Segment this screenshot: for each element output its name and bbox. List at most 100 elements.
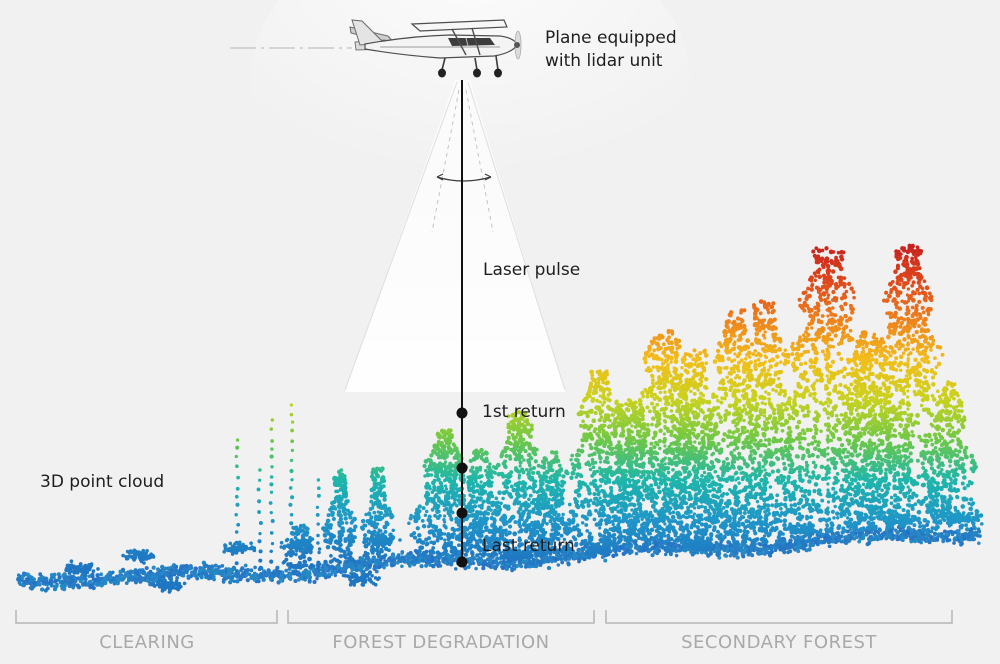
point — [700, 548, 704, 552]
point — [334, 480, 338, 484]
point — [270, 439, 274, 443]
point — [372, 521, 377, 526]
point — [316, 506, 319, 509]
point — [432, 533, 436, 537]
point — [454, 517, 458, 521]
point — [451, 554, 455, 558]
point — [235, 530, 239, 534]
point — [519, 464, 522, 467]
point — [878, 528, 882, 532]
point — [290, 551, 295, 556]
point — [79, 562, 83, 566]
point — [497, 505, 501, 509]
point — [40, 587, 44, 591]
point — [385, 537, 389, 541]
point — [338, 569, 342, 573]
point — [715, 552, 719, 556]
point — [238, 547, 242, 551]
point — [524, 430, 528, 434]
point — [376, 546, 379, 549]
point — [433, 479, 437, 483]
point — [650, 553, 654, 557]
point — [387, 548, 391, 552]
point — [723, 553, 727, 557]
point — [457, 494, 462, 499]
point — [443, 490, 446, 493]
point — [896, 536, 900, 540]
point — [240, 573, 244, 577]
point — [389, 538, 394, 543]
point — [479, 468, 482, 471]
point — [506, 562, 510, 566]
point — [445, 526, 448, 529]
point — [382, 497, 386, 501]
point — [326, 526, 329, 529]
point — [129, 555, 133, 559]
point — [473, 504, 477, 508]
point — [138, 575, 141, 578]
point — [457, 543, 461, 547]
point — [522, 495, 526, 499]
point — [874, 534, 878, 538]
point — [404, 555, 407, 558]
point — [78, 569, 82, 573]
point — [973, 533, 976, 536]
point — [151, 575, 155, 579]
point — [497, 490, 502, 495]
point — [236, 523, 240, 527]
point — [945, 539, 949, 543]
point — [503, 459, 507, 463]
point — [326, 545, 330, 549]
point — [444, 438, 448, 442]
point — [175, 569, 179, 573]
point — [494, 531, 497, 534]
point — [193, 574, 196, 577]
point — [396, 561, 400, 565]
point — [444, 454, 447, 457]
point — [665, 550, 669, 554]
point — [455, 447, 459, 451]
point — [917, 532, 921, 536]
point — [258, 468, 262, 472]
point — [651, 546, 655, 550]
point — [290, 539, 295, 544]
point — [851, 533, 855, 537]
point — [145, 549, 149, 553]
point — [293, 579, 297, 583]
point — [822, 540, 826, 544]
point — [412, 531, 416, 535]
point — [531, 471, 535, 475]
point — [418, 550, 422, 554]
point — [421, 558, 425, 562]
point — [292, 526, 296, 530]
point — [463, 526, 468, 531]
point — [391, 554, 395, 558]
point — [302, 560, 307, 565]
point — [929, 536, 933, 540]
point — [645, 548, 649, 552]
point — [316, 534, 320, 538]
point — [227, 547, 231, 551]
point — [576, 552, 580, 556]
point — [691, 552, 695, 556]
point — [428, 464, 432, 468]
point — [450, 541, 454, 545]
point — [368, 521, 372, 525]
point — [557, 563, 560, 566]
point — [517, 424, 521, 428]
point — [463, 532, 467, 536]
point — [366, 552, 370, 556]
point — [271, 519, 275, 523]
point — [362, 583, 366, 587]
point — [527, 461, 531, 465]
point — [452, 501, 456, 505]
point — [443, 556, 447, 560]
point — [358, 576, 362, 580]
point — [68, 571, 72, 575]
point — [290, 439, 294, 443]
point — [452, 442, 456, 446]
point — [175, 579, 179, 583]
point — [261, 578, 265, 582]
point — [338, 512, 341, 515]
point — [491, 512, 495, 516]
